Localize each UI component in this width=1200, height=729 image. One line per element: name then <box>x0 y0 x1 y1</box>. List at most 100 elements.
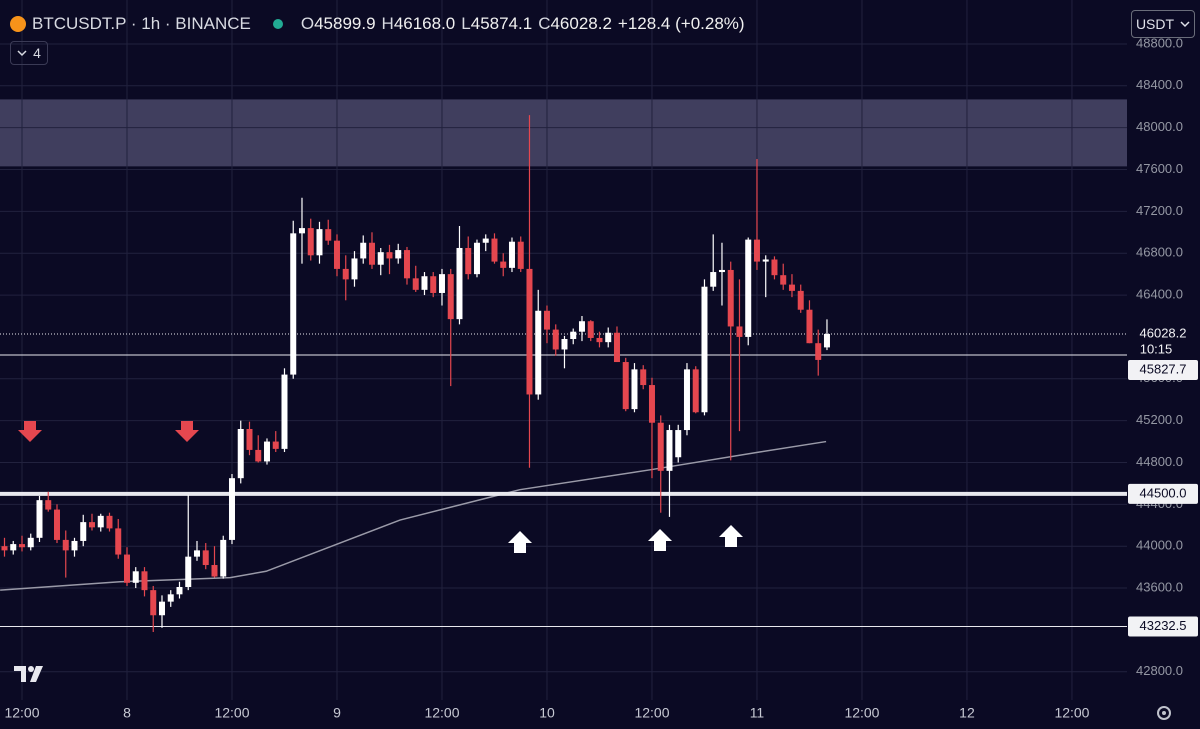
candle-body <box>62 539 69 551</box>
candle-body <box>762 259 769 262</box>
y-tick-label: 48000.0 <box>1136 119 1183 134</box>
ohlc-key: O <box>300 14 315 33</box>
ohlc-key: H <box>381 14 394 33</box>
candle-body <box>430 276 437 293</box>
ohlc-key: C <box>538 14 551 33</box>
indicator-count: 4 <box>33 45 41 61</box>
candle-body <box>115 528 122 555</box>
candle-body <box>815 343 822 360</box>
candle-body <box>806 309 813 344</box>
tv-logo <box>14 666 43 682</box>
y-tick-label: 48400.0 <box>1136 77 1183 92</box>
candle-body <box>1 546 8 551</box>
candle-body <box>447 274 454 320</box>
candle-body <box>220 539 227 577</box>
candle-body <box>255 449 262 462</box>
down-arrow <box>175 421 199 442</box>
symbol-title[interactable]: BTCUSDT.P · 1h · BINANCE <box>32 14 251 33</box>
candle-body <box>692 369 699 413</box>
y-tick-label: 44000.0 <box>1136 538 1183 553</box>
price-label: 44500.0 <box>1140 485 1187 500</box>
candle-body <box>307 228 314 256</box>
candle-body <box>333 240 340 269</box>
candle-body <box>71 540 78 551</box>
y-tick-label: 43600.0 <box>1136 579 1183 594</box>
y-tick-label: 46400.0 <box>1136 287 1183 302</box>
candle-body <box>342 268 349 280</box>
y-tick-label: 47200.0 <box>1136 203 1183 218</box>
candle-body <box>745 239 752 337</box>
currency-select[interactable]: USDT <box>1131 10 1195 38</box>
candle-body <box>45 500 52 510</box>
candle-body <box>631 369 638 410</box>
candle-body <box>290 233 297 375</box>
price-label-box <box>1128 616 1198 637</box>
y-tick-label: 44800.0 <box>1136 454 1183 469</box>
candle-body <box>36 500 43 538</box>
candle-body <box>622 362 629 410</box>
candle-body <box>648 385 655 423</box>
chevron <box>17 50 27 57</box>
candle-body <box>141 571 148 591</box>
candle-body <box>788 284 795 291</box>
candle-body <box>228 478 235 540</box>
candle-body <box>473 242 480 275</box>
candle-body <box>298 228 305 234</box>
x-tick-label: 8 <box>123 705 131 721</box>
ohlc-key: L <box>461 14 471 33</box>
candle-body <box>736 326 743 337</box>
up-arrow <box>648 529 672 551</box>
candle-body <box>517 241 524 269</box>
candle-body <box>351 258 358 280</box>
x-tick-label: 12:00 <box>4 705 39 721</box>
candle-body <box>377 252 384 265</box>
candle-body <box>80 522 87 541</box>
candle-body <box>561 339 568 350</box>
candle-body <box>701 286 708 413</box>
annotations <box>18 421 743 553</box>
x-tick-label: 10 <box>539 705 555 721</box>
price-label: 45827.7 <box>1140 361 1187 376</box>
candle-body <box>211 565 218 577</box>
candle-body <box>18 544 25 548</box>
supply-zone <box>0 99 1127 167</box>
up-arrow <box>719 525 743 547</box>
candle-body <box>132 571 139 583</box>
candle-body <box>150 590 157 616</box>
ohlc-value: 45899.9 <box>314 14 376 33</box>
coin-icon <box>10 16 26 32</box>
indicator-toggle[interactable]: 4 <box>10 41 48 65</box>
candle-body <box>771 259 778 276</box>
x-tick-label: 9 <box>333 705 341 721</box>
price-label: 43232.5 <box>1140 618 1187 633</box>
candle-body <box>360 242 367 259</box>
candle-body <box>491 238 498 262</box>
candle-body <box>727 269 734 327</box>
chevron <box>1180 21 1190 28</box>
candle-body <box>10 544 17 551</box>
candle-body <box>482 238 489 243</box>
candle-body <box>526 268 533 395</box>
x-tick-label: 12:00 <box>844 705 879 721</box>
moving-average <box>0 440 827 591</box>
candle-body <box>386 252 393 259</box>
status-dot <box>272 19 283 29</box>
settings-icon[interactable] <box>1157 706 1171 720</box>
candle-body <box>263 441 270 462</box>
y-tick-label: 47600.0 <box>1136 161 1183 176</box>
candle-body <box>421 276 428 290</box>
up-arrow <box>508 531 532 553</box>
y-tick-label: 48800.0 <box>1136 35 1183 50</box>
candle-body <box>605 332 612 343</box>
candle-body <box>176 586 183 595</box>
candle-body <box>316 229 323 256</box>
price-label-box <box>1128 483 1198 504</box>
candle-body <box>587 321 594 338</box>
candle-body <box>613 332 620 363</box>
y-tick-label: 46800.0 <box>1136 245 1183 260</box>
candle-body <box>123 554 130 583</box>
currency: USDT <box>1135 16 1175 32</box>
countdown: 10:15 <box>1140 341 1173 356</box>
